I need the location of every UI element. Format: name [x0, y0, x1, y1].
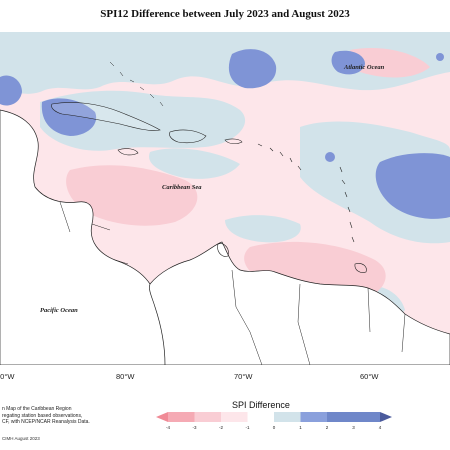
legend-swatch	[300, 412, 328, 422]
credit-line-2: regating station based observations,	[2, 412, 83, 419]
legend-arrow-right	[380, 412, 392, 422]
blue-cell-west	[0, 75, 22, 106]
land-jamaica	[117, 148, 139, 156]
credit-date: CIMH August 2023	[2, 436, 40, 441]
pink-zone-caribbean	[66, 165, 198, 226]
legend-tick-label: 1	[299, 425, 302, 430]
blue-zone-central	[225, 215, 301, 243]
legend-tick-label: -2	[218, 425, 224, 430]
blue-cell-small	[325, 152, 335, 162]
credit-line-1: n Map of the Caribbean Region	[2, 406, 72, 412]
land-trinidad	[354, 263, 367, 273]
map-title: SPI12 Difference between July 2023 and A…	[100, 8, 350, 20]
credit-line-3: CF, with NCEP/NCAR Reanalysis Data.	[2, 419, 90, 425]
legend-tick-label: -4	[165, 425, 171, 430]
map-frame: Atlantic Ocean Caribbean Sea Pacific Oce…	[0, 32, 450, 365]
longitude-label-80w: 80°W	[116, 372, 135, 381]
blue-cell-cuba	[41, 98, 97, 136]
land-lake-maracaibo	[217, 243, 229, 257]
country-borders	[59, 201, 406, 365]
blue-cell-small-ne	[436, 53, 444, 61]
blue-zone-haiti	[149, 148, 240, 179]
legend-swatch	[353, 412, 380, 422]
legend-title: SPI Difference	[232, 400, 290, 410]
pink-zone-atlantic	[350, 47, 430, 78]
legend-swatch	[168, 412, 195, 422]
legend-tick-label: 3	[352, 425, 355, 430]
legend-tick-label: 0	[272, 425, 276, 430]
legend-tick-label: -1	[245, 425, 250, 430]
legend-swatch	[194, 412, 222, 422]
blue-cell-east	[375, 153, 450, 219]
blue-cell-north	[228, 49, 277, 89]
spi-difference-map	[0, 32, 450, 365]
legend-tick-label: 4	[378, 425, 382, 430]
legend-colorbar	[156, 412, 392, 422]
pacific-ocean-label: Pacific Ocean	[40, 307, 78, 314]
longitude-label-70w: 70°W	[234, 372, 253, 381]
blue-cell-atlantic	[331, 50, 365, 75]
blue-zone-greater-antilles	[40, 90, 246, 151]
legend-arrow-left	[156, 412, 168, 422]
legend-swatch	[274, 412, 301, 422]
legend-tick-label: 2	[325, 425, 329, 430]
map-credit: n Map of the Caribbean Region regating s…	[2, 406, 90, 426]
land-cuba	[51, 102, 161, 131]
legend-tick-label: -3	[192, 425, 197, 430]
blue-zone-north	[0, 32, 450, 94]
land-bahamas	[109, 61, 164, 107]
longitude-label-90w: 90°W	[0, 372, 15, 381]
land-south-america	[149, 241, 450, 365]
land-hispaniola	[169, 129, 207, 144]
longitude-label-60w: 60°W	[360, 372, 379, 381]
legend-swatch	[221, 412, 248, 422]
legend-swatch	[247, 412, 275, 422]
legend-swatch	[327, 412, 354, 422]
caribbean-sea-label: Caribbean Sea	[162, 184, 202, 191]
land-lesser-antilles	[257, 143, 355, 243]
atlantic-ocean-label: Atlantic Ocean	[344, 64, 385, 71]
land-puerto-rico	[224, 138, 243, 145]
